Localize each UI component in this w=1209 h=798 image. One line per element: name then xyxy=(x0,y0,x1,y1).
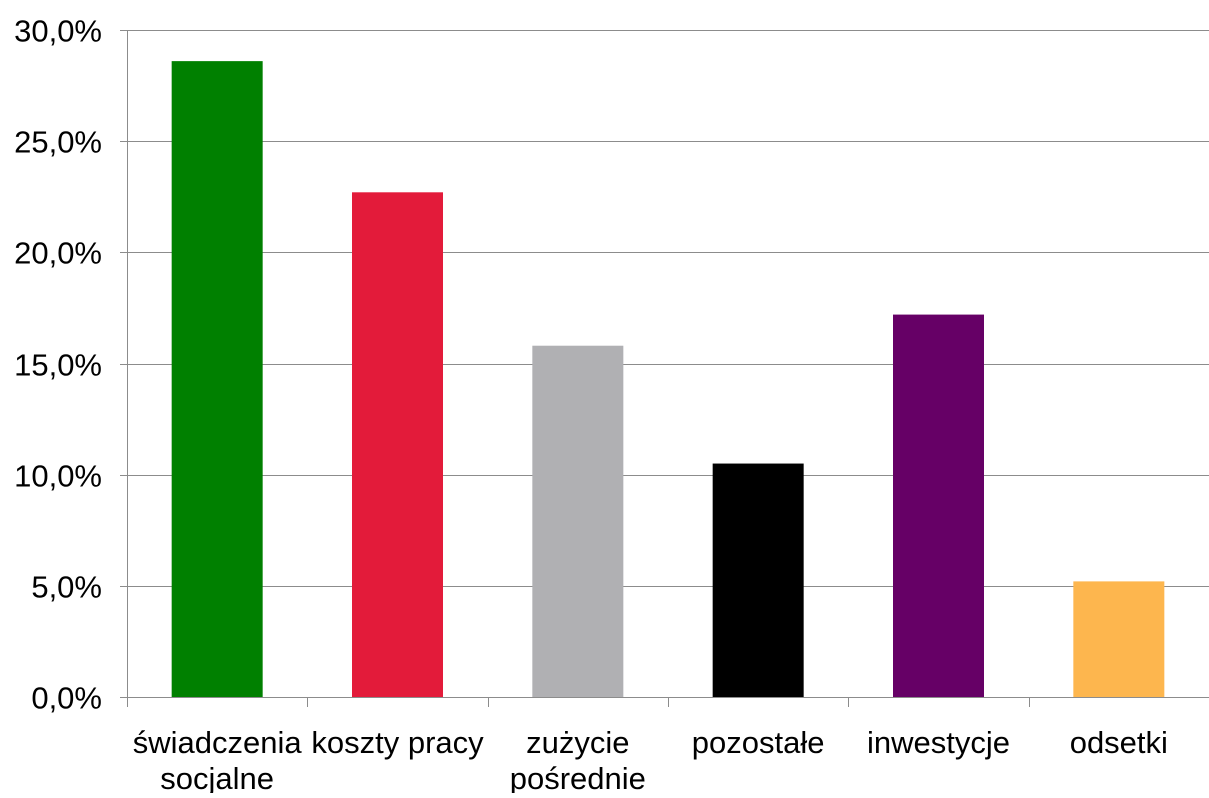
y-tick-label: 10,0% xyxy=(14,459,102,494)
y-tick-label: 30,0% xyxy=(14,14,102,49)
bar xyxy=(171,61,263,698)
gridlines xyxy=(127,30,1209,587)
y-tick-label: 15,0% xyxy=(14,348,102,383)
x-tick-label: świadczenia xyxy=(133,725,303,760)
x-tick-label: zużycie xyxy=(526,725,629,760)
bar xyxy=(893,314,984,697)
axes xyxy=(120,30,1209,707)
y-tick-label: 5,0% xyxy=(31,570,102,605)
y-tick-label: 0,0% xyxy=(31,681,102,716)
bar xyxy=(352,192,443,697)
x-tick-label: inwestycje xyxy=(867,725,1010,760)
y-tick-labels: 0,0% 5,0% 10,0% 15,0% 20,0% 25,0% 30,0% xyxy=(14,14,102,716)
y-tick-label: 25,0% xyxy=(14,125,102,160)
x-tick-label: koszty pracy xyxy=(311,725,484,760)
y-tick-label: 20,0% xyxy=(14,236,102,271)
x-tick-label: odsetki xyxy=(1070,725,1168,760)
x-tick-label: socjalne xyxy=(160,761,274,793)
x-tick-label: pozostałe xyxy=(692,725,825,760)
bar xyxy=(712,463,804,697)
bar xyxy=(1073,581,1165,697)
x-tick-label: pośrednie xyxy=(510,761,646,793)
bar xyxy=(532,345,624,697)
bars xyxy=(171,61,1165,698)
